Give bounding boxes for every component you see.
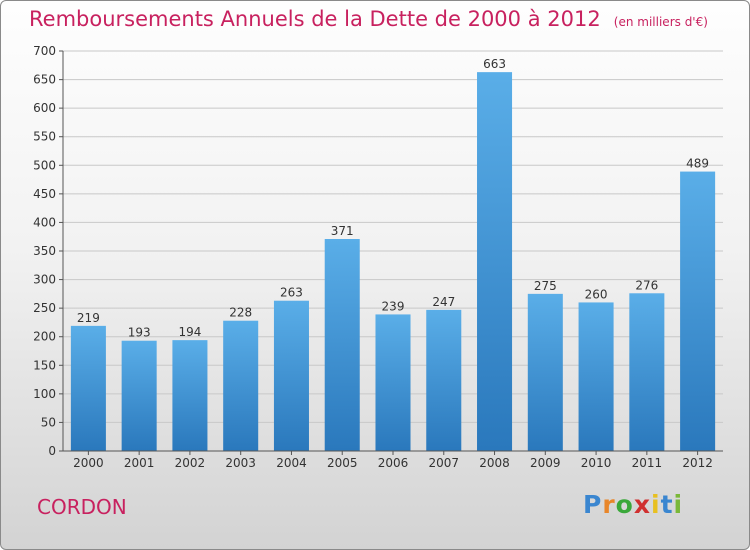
logo-letter: P: [583, 490, 603, 519]
logo-letter: i: [651, 490, 661, 519]
bar: [273, 300, 309, 451]
bar: [629, 293, 665, 451]
bar: [375, 314, 411, 451]
x-tick-label: 2006: [378, 456, 409, 470]
data-label: 275: [534, 279, 557, 293]
x-tick-label: 2003: [225, 456, 256, 470]
y-tick-label: 200: [33, 330, 56, 344]
y-tick-label: 50: [41, 415, 56, 429]
data-label: 489: [686, 157, 709, 171]
logo-letter: i: [673, 490, 684, 519]
y-tick-label: 700: [33, 44, 56, 58]
y-tick-label: 350: [33, 244, 56, 258]
x-tick-label: 2002: [175, 456, 206, 470]
x-tick-label: 2005: [327, 456, 358, 470]
data-label: 663: [483, 57, 506, 71]
y-tick-label: 100: [33, 387, 56, 401]
data-label: 194: [178, 325, 201, 339]
city-name: CORDON: [37, 495, 127, 519]
data-label: 371: [331, 224, 354, 238]
x-tick-label: 2004: [276, 456, 307, 470]
y-tick-label: 500: [33, 158, 56, 172]
data-label: 276: [635, 278, 658, 292]
y-tick-label: 450: [33, 187, 56, 201]
x-tick-label: 2007: [428, 456, 459, 470]
data-label: 247: [432, 295, 455, 309]
y-tick-label: 600: [33, 101, 56, 115]
bar: [426, 309, 462, 451]
x-tick-label: 2000: [73, 456, 104, 470]
bar: [527, 293, 563, 451]
x-tick-label: 2009: [530, 456, 561, 470]
x-tick-label: 2010: [581, 456, 612, 470]
y-tick-label: 0: [48, 444, 56, 458]
y-tick-label: 300: [33, 273, 56, 287]
y-tick-label: 400: [33, 215, 56, 229]
bar: [172, 340, 208, 451]
y-tick-label: 550: [33, 130, 56, 144]
x-tick-label: 2012: [682, 456, 713, 470]
bar: [477, 72, 513, 452]
y-tick-label: 250: [33, 301, 56, 315]
bar: [578, 302, 614, 451]
data-label: 219: [77, 311, 100, 325]
x-tick-label: 2011: [632, 456, 663, 470]
y-tick-label: 150: [33, 358, 56, 372]
x-tick-label: 2001: [124, 456, 155, 470]
logo-letter: x: [633, 490, 651, 519]
data-label: 239: [382, 299, 405, 313]
y-tick-label: 650: [33, 73, 56, 87]
logo-letter: t: [660, 490, 674, 519]
bar: [324, 239, 360, 451]
logo-letter: r: [602, 490, 616, 519]
chart-unit: (en milliers d'€): [613, 15, 708, 29]
bar: [680, 171, 716, 452]
data-label: 260: [585, 287, 608, 301]
bar: [121, 340, 157, 451]
data-label: 228: [229, 306, 252, 320]
logo-letter: o: [615, 490, 634, 519]
chart-title: Remboursements Annuels de la Dette de 20…: [29, 7, 601, 31]
bar: [223, 320, 259, 451]
data-label: 193: [128, 326, 151, 340]
bar: [70, 325, 106, 451]
data-label: 263: [280, 286, 303, 300]
title-row: Remboursements Annuels de la Dette de 20…: [29, 7, 708, 31]
proxiti-logo: Proxiti: [583, 490, 683, 519]
x-tick-label: 2008: [479, 456, 510, 470]
